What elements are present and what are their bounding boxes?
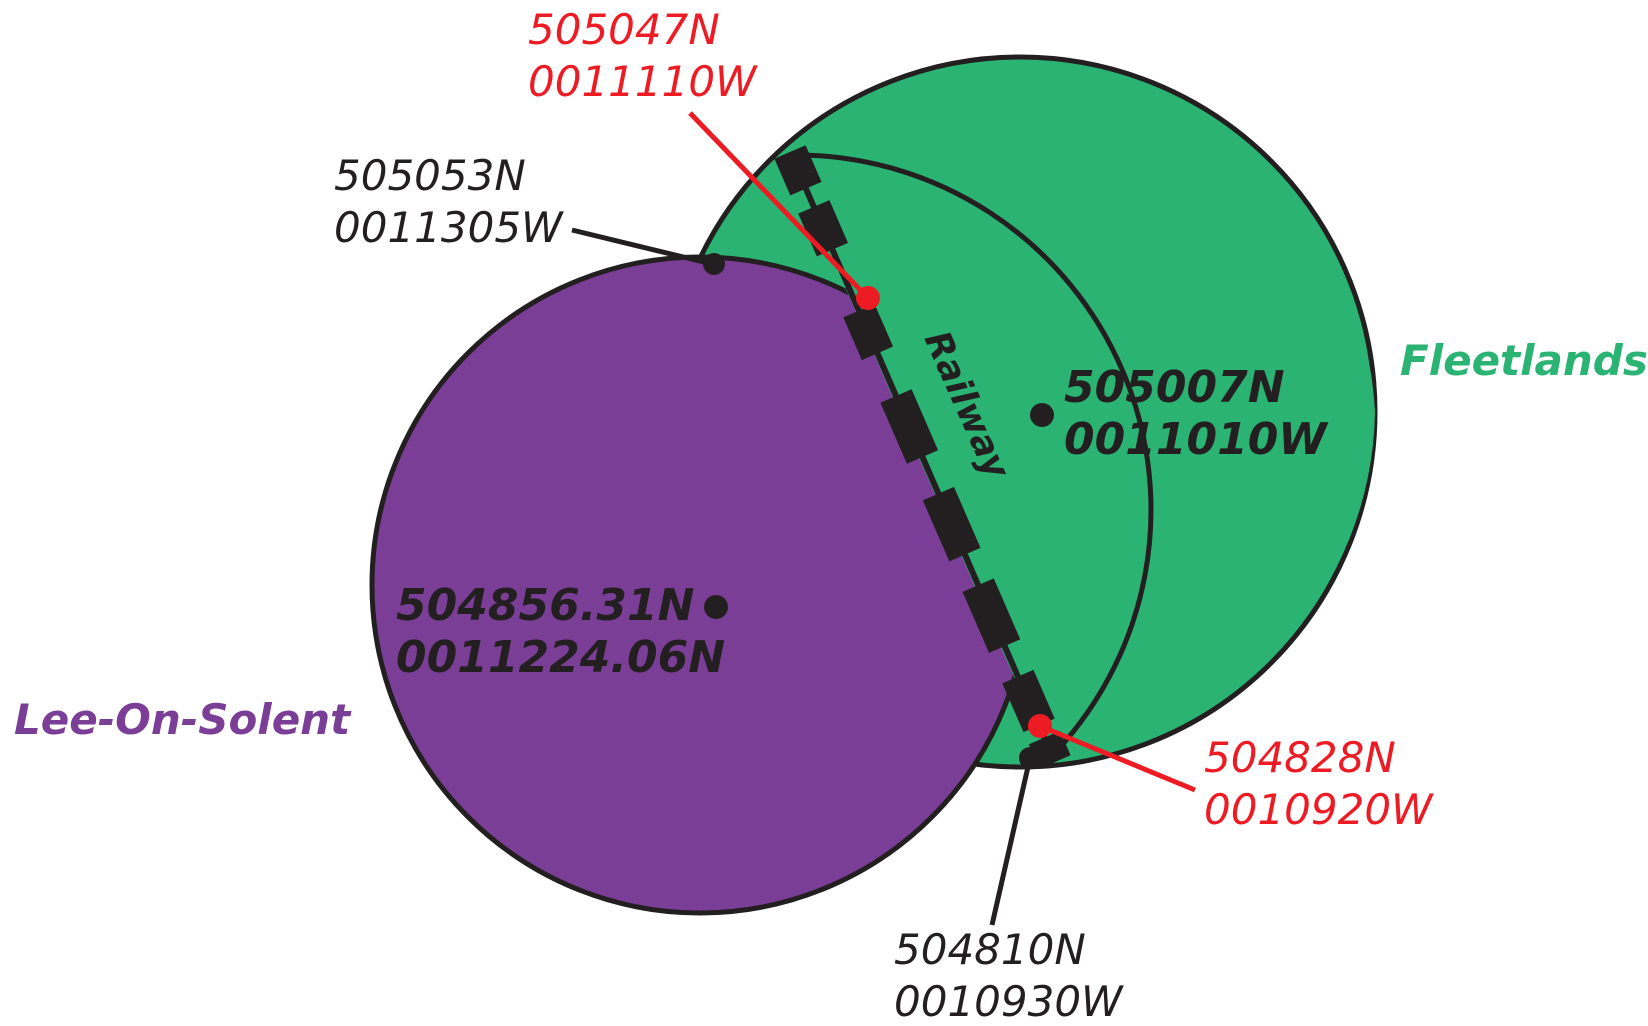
railway-tie	[922, 486, 981, 562]
lee-on-solent-center-lat: 504856.31N	[396, 580, 694, 631]
se-red-lat: 504828N	[1204, 733, 1396, 782]
railway-tie	[798, 200, 848, 257]
s-black-lon: 0010930W	[894, 977, 1124, 1026]
se-red-point	[1028, 714, 1052, 738]
fleetlands-outline-east	[791, 152, 1154, 762]
nw-red-leader	[688, 111, 870, 300]
nw-red-lat: 505047N	[528, 5, 720, 54]
nw-black-lon: 0011305W	[334, 203, 564, 252]
railway-tie	[774, 145, 822, 196]
nw-black-point	[703, 253, 725, 275]
fleetlands-center-point	[1030, 403, 1054, 427]
nw-black-leader	[571, 227, 713, 267]
railway-ties	[774, 145, 1071, 769]
fleetlands-center-lon: 0011010W	[1064, 414, 1329, 465]
fleetlands-label: Fleetlands	[1400, 336, 1648, 385]
s-black-lat: 504810N	[894, 925, 1086, 974]
railway-tie	[962, 578, 1021, 653]
railway-tie	[880, 389, 939, 464]
lee-on-solent-center-point	[704, 595, 728, 619]
fleetlands-east-fill	[790, 75, 1375, 761]
railway-tie	[843, 303, 894, 361]
lee-on-solent-center-lon: 0011224.06N	[396, 632, 725, 683]
nw-black-lat: 505053N	[334, 151, 526, 200]
nw-red-lon: 0011110W	[528, 57, 758, 106]
nw-red-point	[856, 286, 880, 310]
se-red-lon: 0010920W	[1204, 785, 1434, 834]
se-red-leader	[1039, 723, 1196, 793]
s-black-leader	[989, 757, 1033, 926]
railway-line	[787, 150, 1058, 764]
lee-on-solent-label: Lee-On-Solent	[14, 695, 352, 744]
fleetlands-center-lat: 505007N	[1064, 362, 1285, 413]
s-black-point	[1019, 747, 1041, 769]
